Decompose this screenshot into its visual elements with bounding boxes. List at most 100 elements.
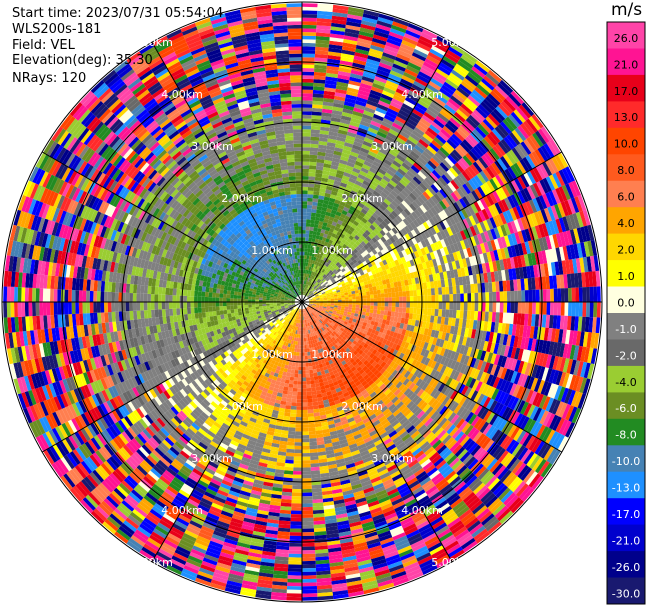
- range-gate: [298, 363, 302, 367]
- range-gate: [399, 296, 403, 302]
- range-gate: [306, 219, 311, 224]
- range-gate: [413, 105, 426, 115]
- range-gate: [342, 46, 356, 52]
- range-gate: [302, 586, 318, 590]
- range-gate: [311, 387, 317, 392]
- range-gate: [378, 223, 385, 230]
- range-gate: [321, 272, 325, 277]
- range-gate: [323, 265, 328, 270]
- range-gate: [302, 431, 309, 436]
- range-gate: [372, 140, 383, 148]
- range-gate: [467, 71, 481, 84]
- range-gate: [305, 280, 308, 285]
- range-gate: [377, 297, 382, 302]
- range-gate: [302, 560, 316, 565]
- range-gate: [302, 190, 308, 195]
- range-gate: [359, 170, 368, 177]
- range-gate: [303, 287, 305, 292]
- range-gate: [402, 36, 418, 46]
- range-gate: [392, 63, 406, 72]
- range-gate: [302, 158, 310, 162]
- range-gate: [337, 129, 348, 136]
- range-gate: [357, 223, 364, 230]
- range-gate: [405, 184, 414, 193]
- range-gate: [302, 377, 307, 382]
- range-gate: [366, 298, 371, 302]
- range-gate: [338, 254, 343, 260]
- range-gate: [373, 305, 378, 310]
- range-gate: [384, 185, 393, 193]
- range-gate: [510, 302, 515, 314]
- range-gate: [367, 208, 375, 216]
- range-gate: [403, 71, 417, 81]
- range-gate: [447, 75, 461, 87]
- range-gate: [546, 302, 551, 315]
- range-gate: [312, 198, 319, 203]
- ray: [305, 51, 478, 297]
- range-gate: [467, 302, 472, 311]
- range-gate: [302, 255, 305, 259]
- range-gate: [324, 230, 330, 235]
- range-gate: [357, 37, 372, 45]
- range-gate: [310, 279, 314, 283]
- range-gate: [302, 204, 308, 209]
- range-gate: [305, 237, 309, 242]
- range-gate: [293, 463, 302, 468]
- range-gate: [378, 100, 390, 108]
- range-gate: [312, 104, 323, 109]
- range-gate: [365, 287, 370, 292]
- range-gate: [387, 132, 398, 140]
- range-gate: [387, 287, 392, 293]
- range-gate: [400, 189, 409, 198]
- range-gate: [292, 474, 302, 479]
- range-gate: [468, 114, 481, 127]
- range-gate: [315, 50, 329, 55]
- range-gate: [369, 167, 378, 175]
- range-gate: [406, 26, 423, 36]
- range-gate: [438, 294, 443, 302]
- range-gate: [445, 294, 450, 302]
- range-gate: [295, 417, 302, 421]
- range-gate: [422, 90, 436, 100]
- range-gate: [314, 286, 319, 290]
- range-gate: [375, 134, 386, 142]
- range-gate: [302, 32, 317, 36]
- range-gate: [314, 253, 318, 258]
- range-gate: [423, 308, 428, 316]
- range-gate: [373, 30, 389, 39]
- range-gate: [419, 153, 430, 163]
- range-gate: [439, 87, 453, 99]
- range-gate: [302, 161, 310, 166]
- range-gate: [353, 55, 368, 63]
- range-gate: [318, 266, 322, 271]
- range-gate: [296, 413, 302, 418]
- range-gate: [346, 212, 353, 218]
- range-gate: [295, 420, 302, 425]
- range-gate: [429, 157, 440, 168]
- range-gate: [354, 160, 364, 168]
- range-gate: [313, 268, 317, 273]
- range-gate: [312, 284, 316, 288]
- range-gate: [402, 307, 407, 313]
- range-gate: [308, 234, 313, 238]
- range-gate: [335, 173, 344, 179]
- range-gate: [327, 274, 332, 278]
- range-gate: [305, 373, 310, 378]
- range-gate: [384, 83, 398, 92]
- range-gate: [309, 376, 315, 381]
- range-gate: [363, 192, 371, 200]
- range-gate: [328, 131, 338, 137]
- range-gate: [307, 277, 310, 282]
- range-gate: [366, 130, 377, 138]
- range-gate: [433, 96, 446, 107]
- range-gate: [305, 273, 308, 278]
- range-gate: [366, 294, 371, 299]
- range-gate: [373, 298, 378, 302]
- range-gate: [302, 474, 312, 479]
- range-gate: [302, 510, 314, 515]
- range-gate: [361, 144, 371, 151]
- range-gate: [353, 107, 365, 114]
- range-gate: [347, 10, 364, 17]
- range-gate: [310, 259, 314, 264]
- range-gate: [345, 184, 354, 191]
